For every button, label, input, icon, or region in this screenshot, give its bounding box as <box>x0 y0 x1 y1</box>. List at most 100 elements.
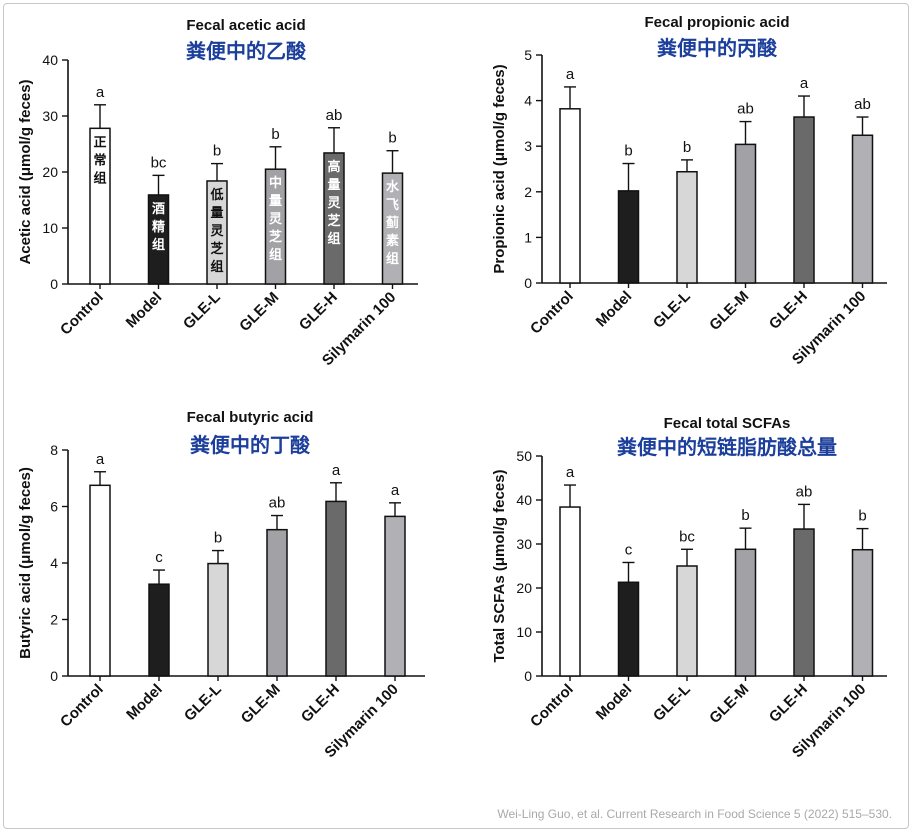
y-tick-label: 10 <box>42 220 58 236</box>
bar-model <box>148 583 170 677</box>
bar-gle-h <box>325 500 347 677</box>
significance-label: ab <box>269 495 286 512</box>
x-tick-label: Model <box>593 288 636 331</box>
x-tick-label: Control <box>527 681 577 731</box>
significance-label: b <box>683 139 691 156</box>
x-tick-label: Model <box>123 289 166 332</box>
bar-group-label-char: 灵 <box>269 212 283 227</box>
bar-group-label-char: 组 <box>152 237 165 253</box>
bar-group-label-char: 常 <box>93 152 106 168</box>
y-tick-label: 0 <box>524 668 532 684</box>
bar-gle-m <box>734 548 757 677</box>
bar-group-label-char: 低 <box>209 187 223 203</box>
bar-gle-m <box>266 528 288 677</box>
significance-label: b <box>858 508 866 525</box>
bar-model <box>617 190 640 284</box>
bar-group-label-char: 组 <box>327 231 340 247</box>
x-tick-label: GLE-L <box>181 681 225 725</box>
significance-label: b <box>624 143 632 160</box>
y-axis-label: Acetic acid (μmol/g feces) <box>17 79 34 264</box>
x-tick-label: Control <box>57 289 107 339</box>
bar-group-label-char: 组 <box>210 259 223 275</box>
bar-control <box>89 127 111 285</box>
bar-group-label-char: 水 <box>386 179 400 195</box>
x-tick-label: GLE-H <box>766 288 811 333</box>
x-tick-label: GLE-H <box>296 289 341 334</box>
significance-label: b <box>388 130 396 147</box>
chart-butyric-acid: Fecal butyric acid 粪便中的丁酸 0 2 4 6 8 Butyric aci… <box>17 409 425 761</box>
bar-gle-l <box>676 170 698 284</box>
significance-label: b <box>741 507 749 524</box>
bar-model <box>617 581 640 677</box>
significance-label: a <box>96 84 105 101</box>
x-tick-label: Model <box>123 681 166 724</box>
x-tick-label: GLE-H <box>766 681 811 726</box>
x-tick-label: Control <box>527 288 577 338</box>
x-tick-label: GLE-L <box>650 681 694 725</box>
significance-label: c <box>625 541 633 558</box>
y-tick-label: 0 <box>50 276 58 292</box>
significance-label: b <box>214 530 222 547</box>
bar-group-label-char: 飞 <box>386 198 399 213</box>
y-tick-label: 0 <box>524 275 532 291</box>
y-tick-label: 40 <box>42 52 58 68</box>
y-tick-label: 4 <box>50 555 58 571</box>
bar-group-label-char: 芝 <box>210 241 223 257</box>
chart-title: Fecal butyric acid <box>187 409 314 426</box>
bar-gle-h <box>793 116 815 284</box>
bar-group-label-char: 组 <box>93 170 106 186</box>
x-tick-label: GLE-L <box>180 289 224 333</box>
x-tick-label: GLE-L <box>650 288 694 332</box>
significance-label: b <box>271 126 279 143</box>
chart-subtitle: 粪便中的丙酸 <box>657 36 778 60</box>
y-tick-label: 30 <box>42 108 58 124</box>
y-tick-label: 10 <box>516 624 532 640</box>
y-tick-label: 20 <box>42 164 58 180</box>
x-tick-label: Control <box>57 681 107 731</box>
significance-label: bc <box>151 154 167 171</box>
bar-gle-l <box>207 562 229 677</box>
y-tick-label: 40 <box>516 492 532 508</box>
bar-group-label-char: 蓟 <box>385 215 399 231</box>
bar-control <box>559 506 581 677</box>
chart-title: Fecal acetic acid <box>186 17 305 34</box>
y-tick-label: 5 <box>524 47 532 63</box>
bar-group-label-char: 组 <box>269 247 282 263</box>
bar-control <box>89 484 111 677</box>
bar-group-label-char: 芝 <box>269 229 282 245</box>
chart-subtitle: 粪便中的短链脂肪酸总量 <box>617 435 837 459</box>
bar-gle-m <box>734 143 757 284</box>
bar-gle-l <box>676 565 698 677</box>
bar-group-label-char: 灵 <box>210 224 224 239</box>
significance-label: a <box>566 66 575 83</box>
bar-group-label-char: 中 <box>269 175 282 191</box>
x-tick-label: Model <box>593 681 636 724</box>
x-tick-label: GLE-M <box>706 681 752 727</box>
chart-acetic-acid: Fecal acetic acid 粪便中的乙酸 0 10 20 30 40 Acetic a… <box>17 17 418 369</box>
significance-label: a <box>391 482 400 499</box>
chart-total-scfas: Fecal total SCFAs 粪便中的短链脂肪酸总量 0 10 20 30 40 50 T… <box>491 415 887 761</box>
y-tick-label: 2 <box>524 184 532 200</box>
chart-title: Fecal propionic acid <box>644 14 789 31</box>
significance-label: ab <box>796 483 813 500</box>
significance-label: a <box>566 464 575 481</box>
y-tick-label: 0 <box>50 668 58 684</box>
significance-label: a <box>96 451 105 468</box>
y-tick-label: 4 <box>524 93 532 109</box>
chart-title: Fecal total SCFAs <box>664 415 791 432</box>
y-tick-label: 20 <box>516 580 532 596</box>
bar-group-label-char: 组 <box>386 251 399 267</box>
bar-group-label-char: 高 <box>327 159 340 175</box>
y-tick-label: 2 <box>50 612 58 628</box>
bar-group-label-char: 量 <box>327 178 340 193</box>
significance-label: bc <box>679 528 695 545</box>
bar-group-label-char: 量 <box>269 194 282 209</box>
x-tick-label: GLE-M <box>236 289 282 335</box>
x-tick-label: GLE-M <box>706 288 752 334</box>
bar-silymarin-100 <box>851 548 874 677</box>
significance-label: c <box>155 549 163 566</box>
chart-subtitle: 粪便中的乙酸 <box>186 39 307 63</box>
bar-group-label-char: 芝 <box>327 213 340 229</box>
y-tick-label: 3 <box>524 138 532 154</box>
citation-credit: Wei-Ling Guo, et al. Current Research in… <box>497 807 892 821</box>
